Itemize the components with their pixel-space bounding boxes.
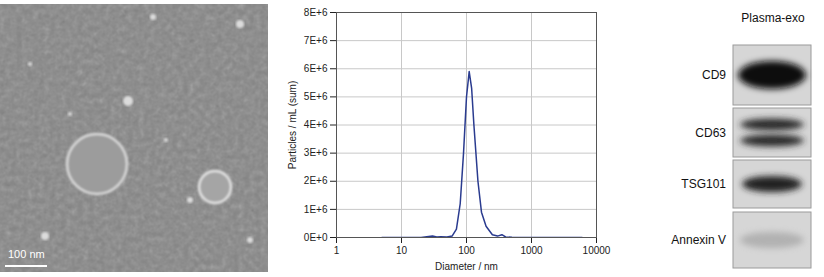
svg-text:Particles / mL (sum): Particles / mL (sum)	[287, 81, 298, 170]
svg-text:Annexin V: Annexin V	[671, 233, 726, 247]
svg-text:Diameter / nm: Diameter / nm	[435, 261, 498, 272]
svg-text:2E+6: 2E+6	[304, 175, 328, 186]
svg-text:TSG101: TSG101	[681, 177, 726, 191]
svg-text:1E+6: 1E+6	[304, 204, 328, 215]
svg-text:0E+0: 0E+0	[304, 232, 328, 243]
svg-text:100: 100	[458, 245, 475, 256]
svg-text:3E+6: 3E+6	[304, 147, 328, 158]
svg-text:8E+6: 8E+6	[304, 7, 328, 18]
svg-text:Plasma-exo: Plasma-exo	[741, 11, 805, 25]
svg-text:1: 1	[334, 245, 340, 256]
svg-text:4E+6: 4E+6	[304, 119, 328, 130]
svg-text:5E+6: 5E+6	[304, 91, 328, 102]
svg-text:1000: 1000	[520, 245, 543, 256]
svg-text:100 nm: 100 nm	[8, 248, 45, 260]
svg-text:CD63: CD63	[695, 126, 726, 140]
svg-text:CD9: CD9	[702, 68, 726, 82]
svg-text:10000: 10000	[583, 245, 611, 256]
svg-text:10: 10	[396, 245, 408, 256]
svg-text:7E+6: 7E+6	[304, 35, 328, 46]
svg-text:6E+6: 6E+6	[304, 63, 328, 74]
